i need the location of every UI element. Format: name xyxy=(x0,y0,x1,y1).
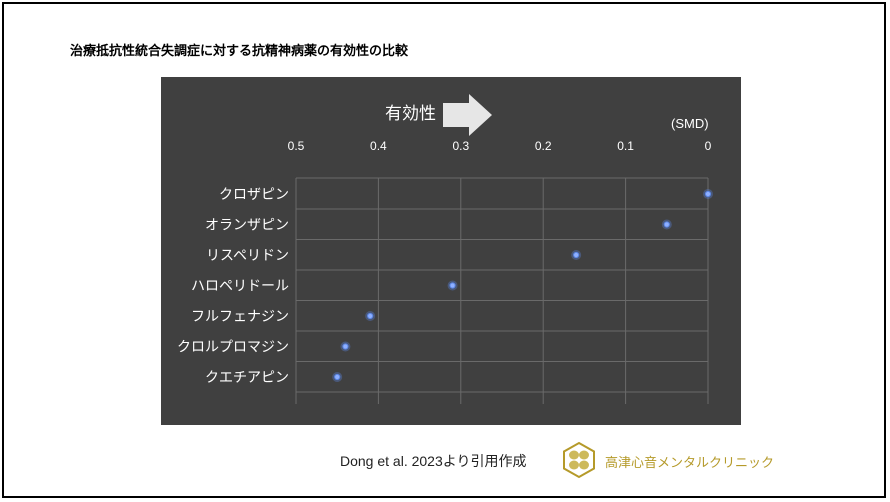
data-point xyxy=(342,343,349,350)
data-point xyxy=(367,312,374,320)
data-point xyxy=(573,251,580,259)
category-label: クロザピン xyxy=(219,187,289,203)
category-label: クエチアピン xyxy=(205,370,289,386)
source-citation: Dong et al. 2023より引用作成 xyxy=(340,453,527,469)
right-arrow-icon xyxy=(443,94,492,136)
clover-hexagon-icon xyxy=(561,441,597,479)
x-tick-label: 0.3 xyxy=(452,139,469,153)
chart-grid xyxy=(295,177,709,404)
data-point xyxy=(704,190,712,198)
x-tick-labels: 0.5 0.4 0.3 0.2 0.1 0 xyxy=(288,139,712,153)
unit-label: (SMD) xyxy=(671,116,709,131)
x-tick-label: 0 xyxy=(705,139,712,153)
data-point xyxy=(334,373,341,381)
category-label: リスペリドン xyxy=(206,248,289,264)
x-tick-label: 0.1 xyxy=(617,139,634,153)
category-label: フルフェナジン xyxy=(191,309,289,325)
smd-scatter-chart: 0.5 0.4 0.3 0.2 0.1 0 クロザピンオランザピンリスペリドンハロペリドー… xyxy=(161,77,741,425)
chart-background xyxy=(161,77,741,425)
direction-label: 有効性 xyxy=(385,104,436,124)
data-points xyxy=(332,189,713,382)
x-tick-label: 0.2 xyxy=(535,139,552,153)
x-tick-label: 0.4 xyxy=(370,139,387,153)
clinic-name: 高津心音メンタルクリニック xyxy=(605,456,775,471)
category-labels: クロザピンオランザピンリスペリドンハロペリドールフルフェナジンクロルプロマジンク… xyxy=(177,187,289,386)
x-tick-label: 0.5 xyxy=(288,139,305,153)
chart-container: 0.5 0.4 0.3 0.2 0.1 0 クロザピンオランザピン リスペリドンハロペリドー… xyxy=(161,77,741,425)
category-label: クロルプロマジン xyxy=(177,340,289,356)
category-label: ハロペリドール xyxy=(191,279,289,295)
data-point xyxy=(663,221,670,228)
data-point xyxy=(449,282,456,289)
slide-title: 治療抵抗性統合失調症に対する抗精神病薬の有効性の比較 xyxy=(70,44,409,59)
category-label: オランザピン xyxy=(205,218,289,234)
